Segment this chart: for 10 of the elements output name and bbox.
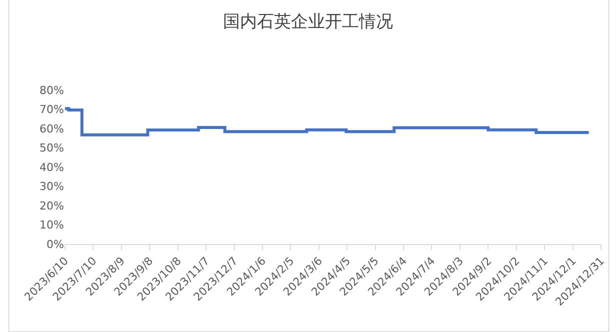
y-tick-label: 80% xyxy=(40,84,64,97)
chart-title: 国内石英企业开工情况 xyxy=(223,12,393,32)
y-tick-label: 0% xyxy=(46,238,64,251)
y-tick-label: 60% xyxy=(40,122,64,136)
y-tick-label: 30% xyxy=(40,180,64,194)
y-tick-label: 10% xyxy=(40,218,64,232)
y-tick-label: 20% xyxy=(40,199,64,212)
y-tick-label: 70% xyxy=(40,103,64,116)
y-tick-label: 50% xyxy=(40,142,64,155)
y-tick-label: 40% xyxy=(40,160,64,174)
